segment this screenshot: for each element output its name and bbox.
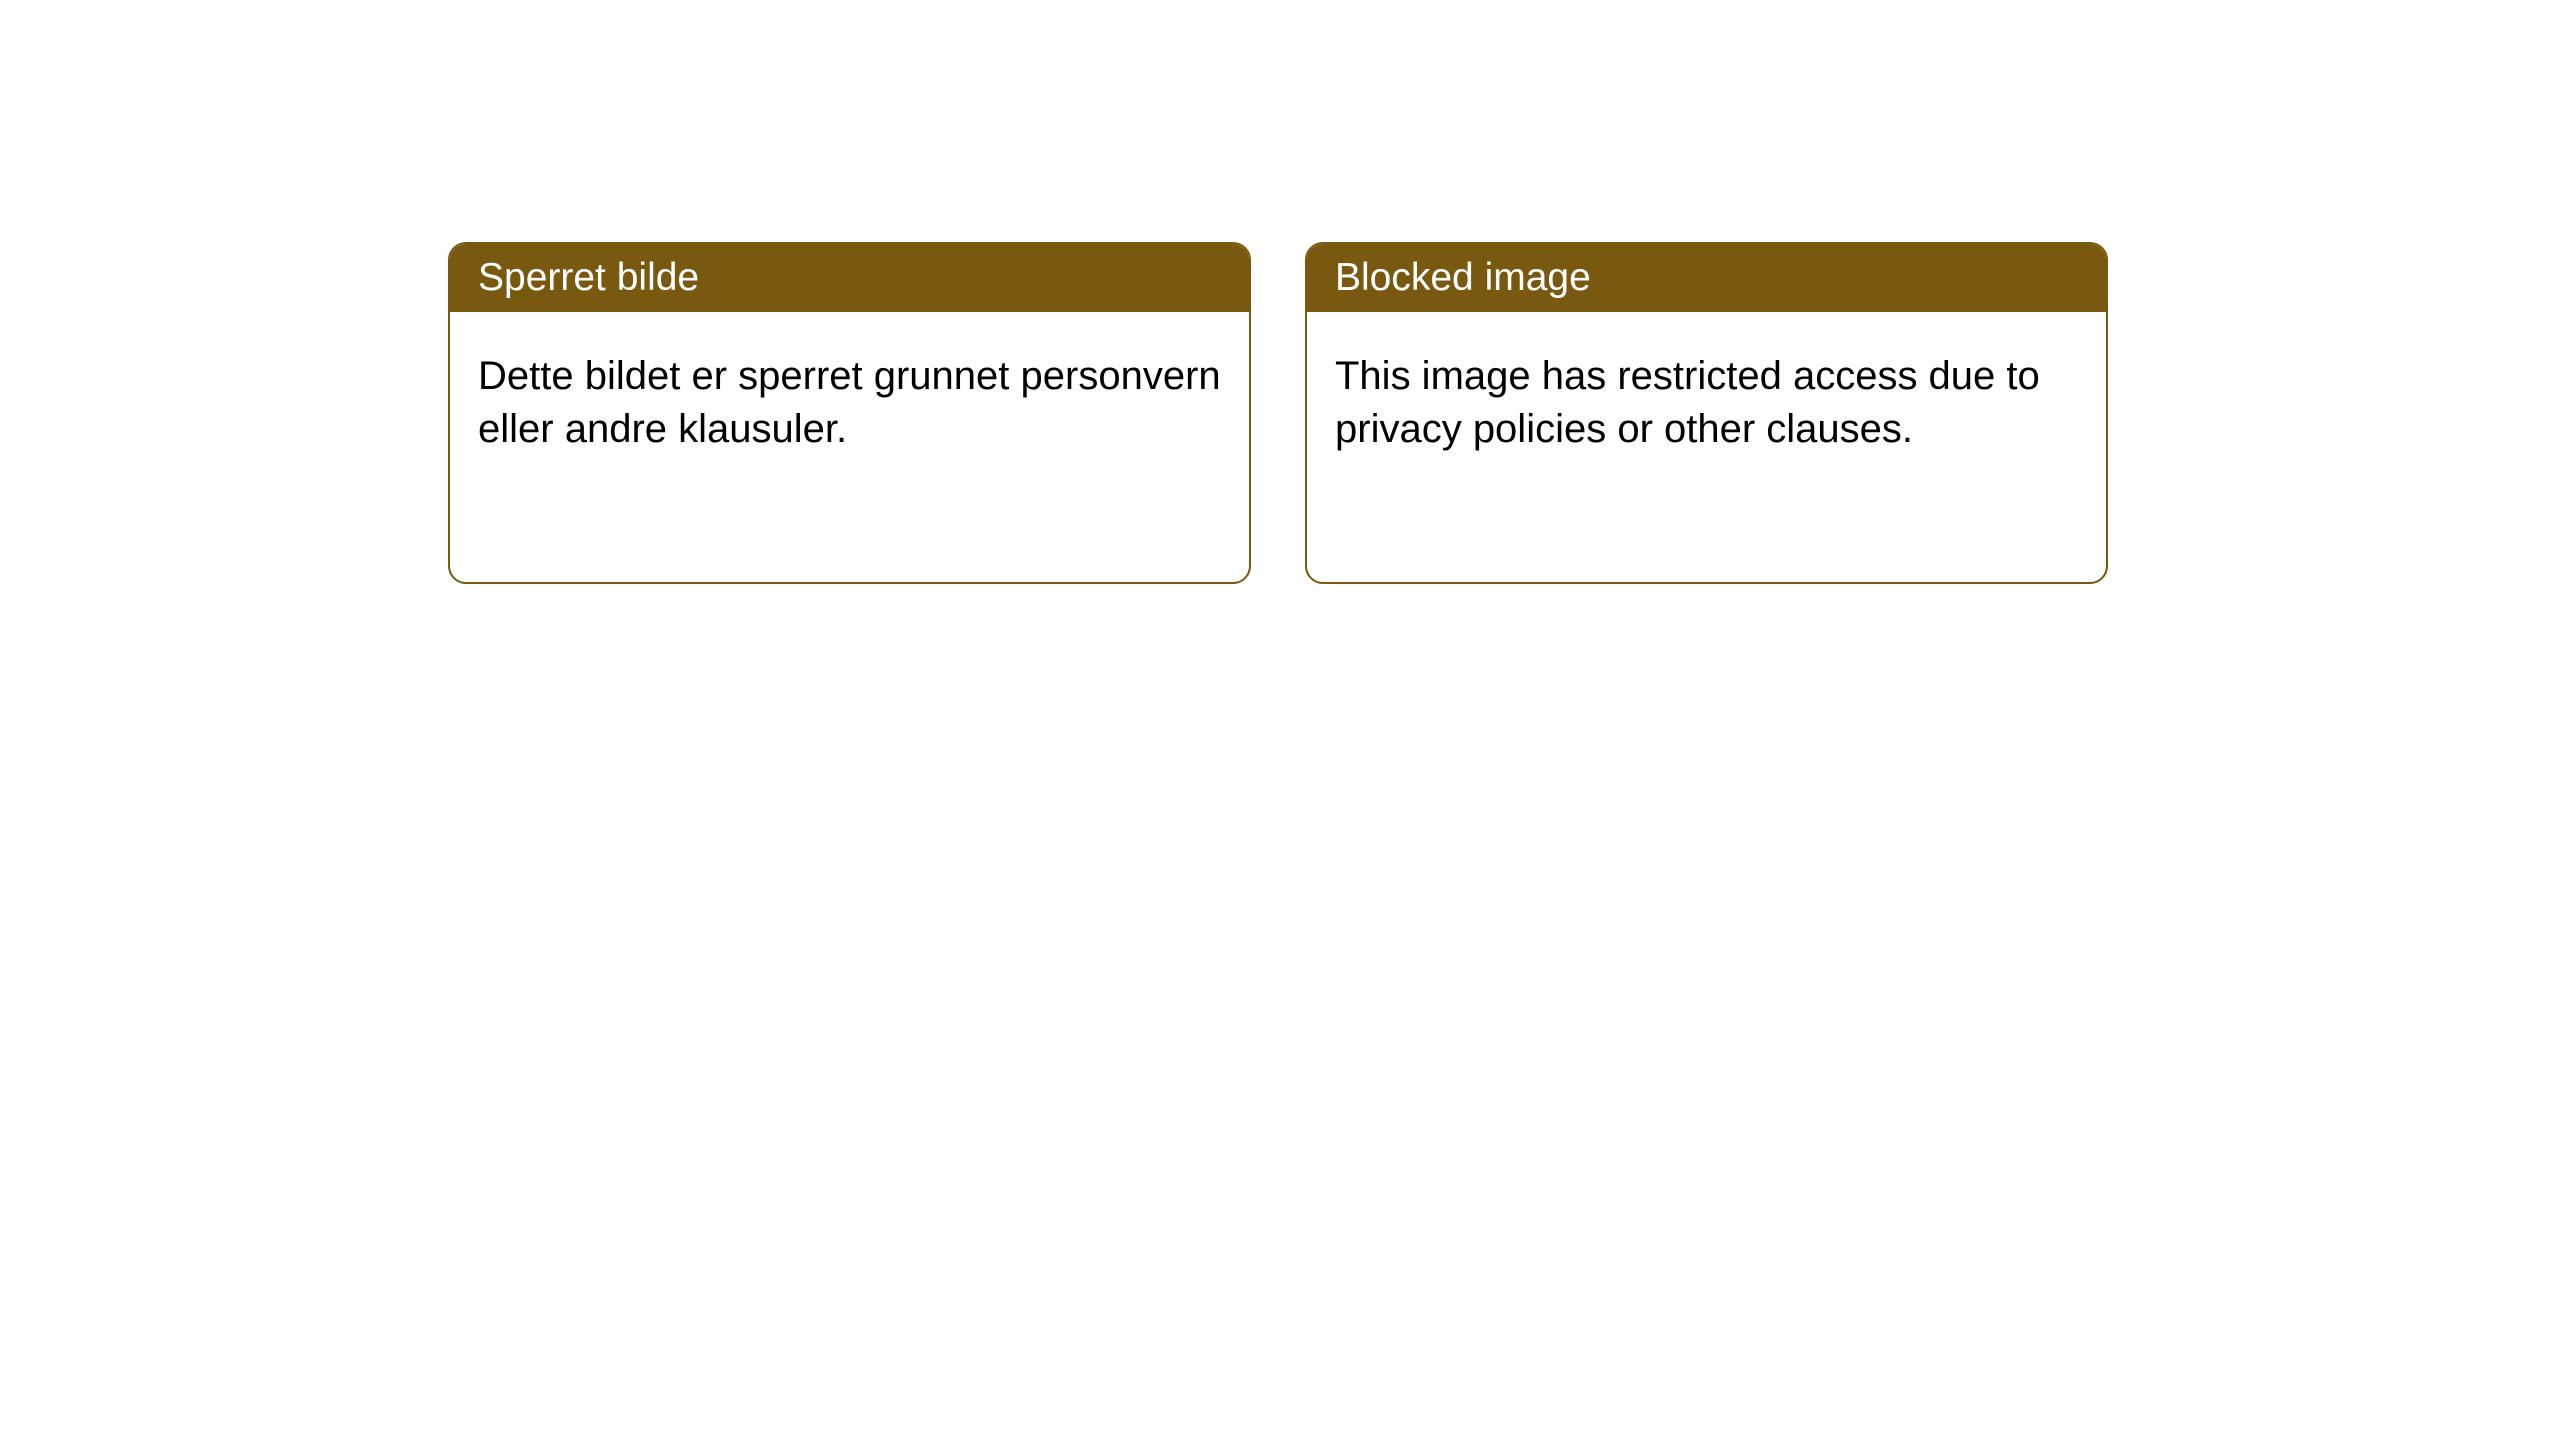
notice-card-header: Blocked image [1307,244,2106,312]
notice-card-header: Sperret bilde [450,244,1249,312]
notice-cards-row: Sperret bilde Dette bildet er sperret gr… [448,242,2108,584]
notice-card-norwegian: Sperret bilde Dette bildet er sperret gr… [448,242,1251,584]
notice-card-english: Blocked image This image has restricted … [1305,242,2108,584]
notice-card-body: Dette bildet er sperret grunnet personve… [450,312,1249,582]
notice-card-body: This image has restricted access due to … [1307,312,2106,582]
